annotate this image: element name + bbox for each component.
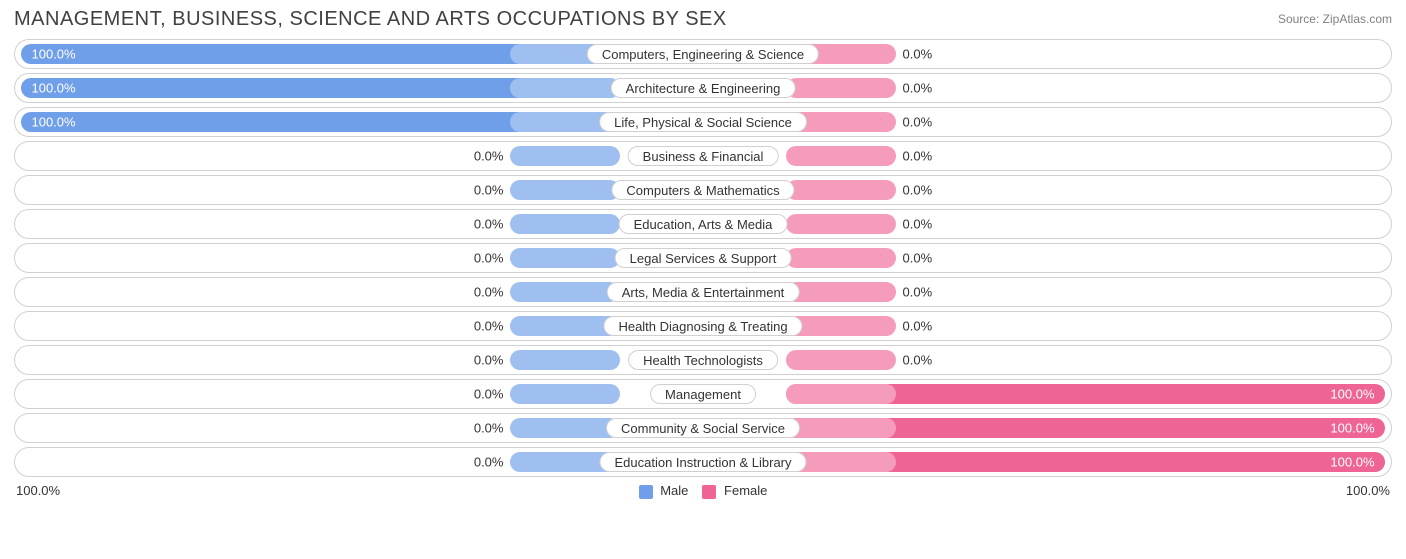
chart-row: Business & Financial 0.0% 0.0% [14,141,1392,171]
chart-row: Arts, Media & Entertainment 0.0% 0.0% [14,277,1392,307]
female-pct-label: 0.0% [903,81,933,96]
chart-row: Education Instruction & Library 0.0% 100.0… [14,447,1392,477]
category-label: Community & Social Service [606,418,800,438]
female-pct-label: 0.0% [903,285,933,300]
female-pct-label: 0.0% [903,251,933,266]
male-pct-label: 0.0% [474,387,504,402]
female-pct-label: 0.0% [903,183,933,198]
female-pct-label: 0.0% [903,217,933,232]
axis-right-label: 100.0% [1346,483,1390,498]
female-pill [786,384,896,404]
female-pct-label: 100.0% [1330,455,1374,470]
male-pct-label: 0.0% [474,217,504,232]
male-pill [510,180,620,200]
legend-label-male: Male [660,483,688,498]
category-label: Health Diagnosing & Treating [603,316,802,336]
category-label: Education Instruction & Library [599,452,806,472]
chart-row: Life, Physical & Social Science 100.0% 0.0… [14,107,1392,137]
female-pill [786,418,896,438]
chart-row: Architecture & Engineering 100.0% 0.0% [14,73,1392,103]
category-label: Arts, Media & Entertainment [607,282,800,302]
male-pct-label: 0.0% [474,285,504,300]
chart-title: MANAGEMENT, BUSINESS, SCIENCE AND ARTS O… [14,8,727,31]
chart-header: MANAGEMENT, BUSINESS, SCIENCE AND ARTS O… [14,8,1392,31]
male-pill [510,214,620,234]
legend-item-female: Female [702,483,767,499]
chart-row: Health Technologists 0.0% 0.0% [14,345,1392,375]
legend-label-female: Female [724,483,767,498]
male-pill [510,384,620,404]
female-pct-label: 0.0% [903,149,933,164]
female-pill [786,248,896,268]
female-pill [786,180,896,200]
category-label: Health Technologists [628,350,778,370]
legend-swatch-female [702,485,716,499]
axis-left-label: 100.0% [16,483,60,498]
male-pct-label: 0.0% [474,319,504,334]
male-pill [510,418,620,438]
category-label: Life, Physical & Social Science [599,112,807,132]
category-label: Education, Arts & Media [619,214,788,234]
female-pct-label: 0.0% [903,115,933,130]
male-pill [510,146,620,166]
chart-row: Computers, Engineering & Science 100.0% 0.… [14,39,1392,69]
male-pct-label: 100.0% [32,81,76,96]
female-pill [786,214,896,234]
male-pill [510,350,620,370]
male-pct-label: 0.0% [474,251,504,266]
female-pill [786,282,896,302]
male-pill [510,78,620,98]
chart-row: Management 0.0% 100.0% [14,379,1392,409]
category-label: Legal Services & Support [615,248,792,268]
female-pct-label: 100.0% [1330,421,1374,436]
category-label: Computers, Engineering & Science [587,44,819,64]
female-pct-label: 0.0% [903,47,933,62]
legend-swatch-male [639,485,653,499]
chart-legend: Male Female [639,483,768,499]
chart-row: Computers & Mathematics 0.0% 0.0% [14,175,1392,205]
male-pct-label: 100.0% [32,115,76,130]
category-label: Business & Financial [628,146,779,166]
category-label: Computers & Mathematics [611,180,794,200]
male-pct-label: 0.0% [474,421,504,436]
chart-source: Source: ZipAtlas.com [1278,8,1392,26]
chart-footer: 100.0% Male Female 100.0% [14,483,1392,499]
female-pill [786,350,896,370]
female-pill [786,78,896,98]
chart-row: Community & Social Service 0.0% 100.0% [14,413,1392,443]
male-pct-label: 0.0% [474,149,504,164]
male-pct-label: 100.0% [32,47,76,62]
legend-item-male: Male [639,483,689,499]
chart-row: Education, Arts & Media 0.0% 0.0% [14,209,1392,239]
male-pct-label: 0.0% [474,353,504,368]
chart-row: Legal Services & Support 0.0% 0.0% [14,243,1392,273]
female-pct-label: 100.0% [1330,387,1374,402]
chart-row: Health Diagnosing & Treating 0.0% 0.0% [14,311,1392,341]
male-pct-label: 0.0% [474,183,504,198]
female-pct-label: 0.0% [903,319,933,334]
female-pct-label: 0.0% [903,353,933,368]
chart-container: MANAGEMENT, BUSINESS, SCIENCE AND ARTS O… [0,0,1406,559]
category-label: Management [650,384,756,404]
male-pill [510,282,620,302]
female-pill [786,146,896,166]
chart-rows: Computers, Engineering & Science 100.0% 0.… [14,39,1392,477]
category-label: Architecture & Engineering [611,78,796,98]
male-pill [510,248,620,268]
male-pct-label: 0.0% [474,455,504,470]
